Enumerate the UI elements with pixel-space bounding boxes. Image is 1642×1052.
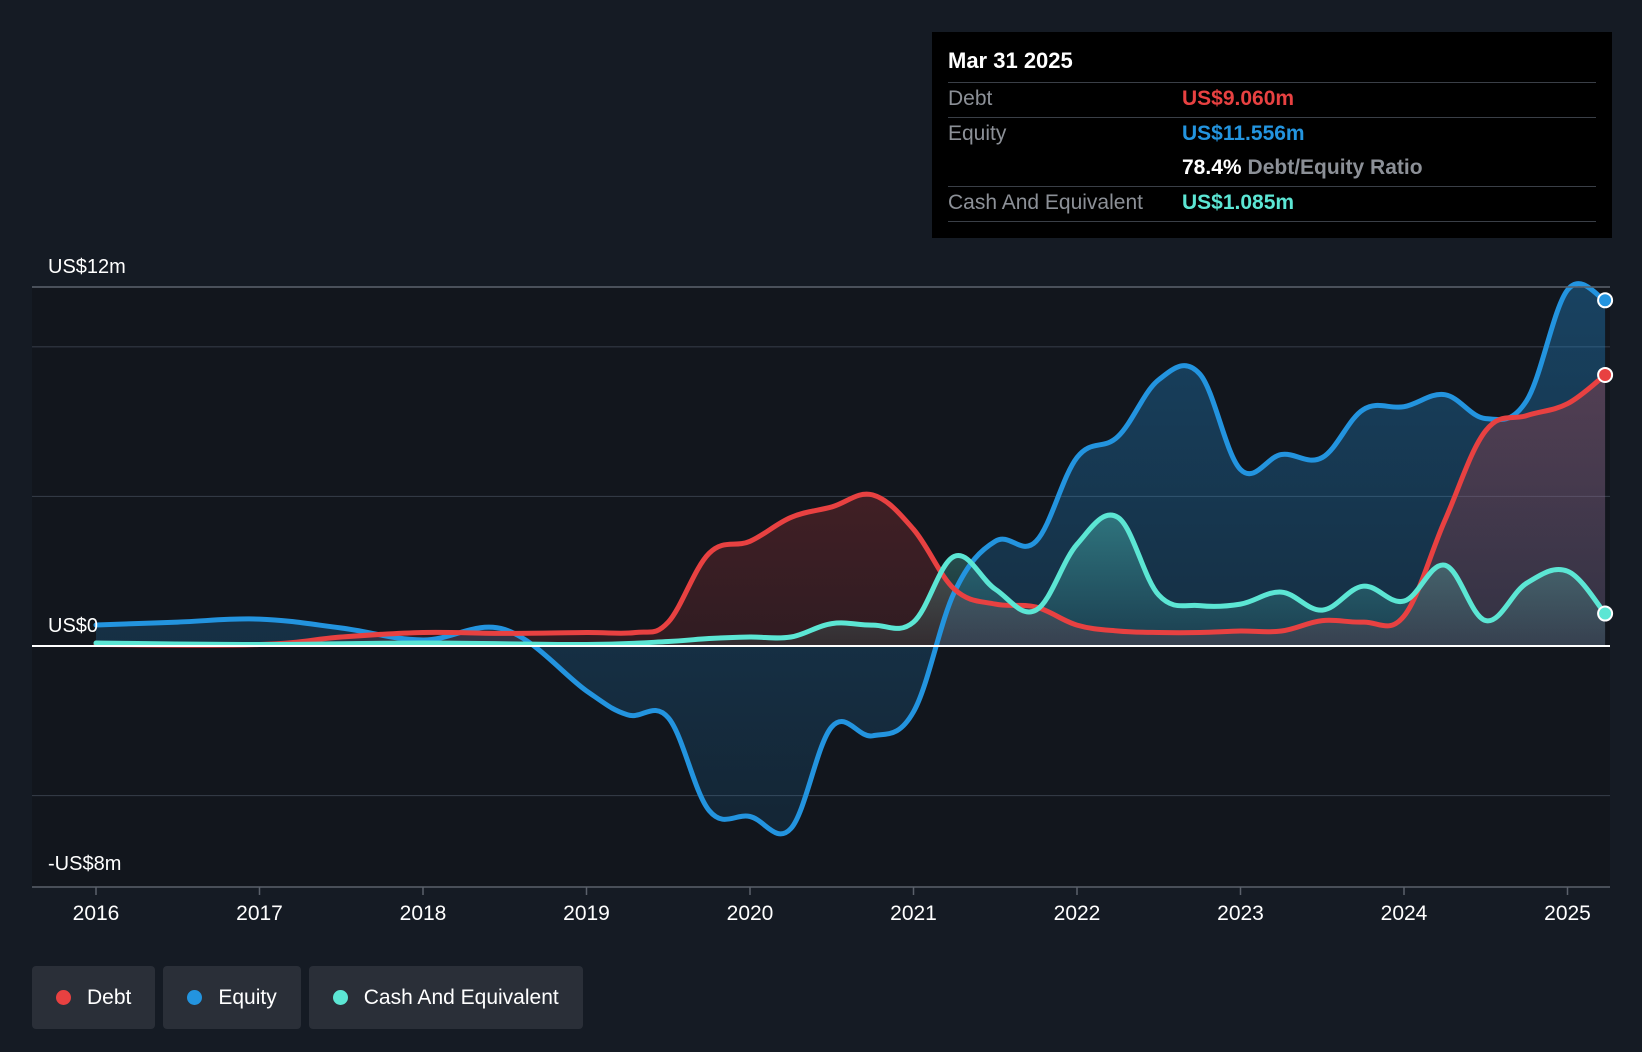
tooltip-ratio-value: 78.4% (1182, 156, 1242, 179)
x-tick-label: 2024 (1381, 902, 1428, 925)
tooltip-debt-row: Debt US$9.060m (948, 82, 1596, 117)
tooltip-cash-row: Cash And Equivalent US$1.085m (948, 186, 1596, 222)
x-tick-label: 2021 (890, 902, 937, 925)
cash-dot-icon (332, 990, 348, 1005)
legend-label-equity: Equity (218, 985, 277, 1009)
x-tick-label: 2016 (73, 902, 120, 925)
tooltip-debt-label: Debt (948, 87, 993, 110)
debt-area (96, 375, 1606, 646)
legend-item-debt[interactable]: Debt (32, 966, 156, 1029)
x-tick-label: 2025 (1544, 902, 1591, 925)
x-tick-label: 2018 (400, 902, 447, 925)
tooltip-cash-value: US$1.085m (1182, 191, 1295, 214)
tooltip-equity-value: US$11.556m (1182, 122, 1305, 145)
equity-end-point[interactable] (1597, 292, 1614, 309)
debt-end-point[interactable] (1597, 366, 1614, 383)
x-tick-label: 2023 (1217, 902, 1264, 925)
x-tick-label: 2020 (727, 902, 774, 925)
tooltip-cash-label: Cash And Equivalent (948, 191, 1143, 214)
tooltip-equity-label: Equity (948, 122, 1007, 145)
debt-line (93, 372, 1608, 648)
x-tick-label: 2017 (236, 902, 283, 925)
tooltip-equity-row: Equity US$11.556m (948, 117, 1596, 152)
legend: Debt Equity Cash And Equivalent (32, 966, 583, 1029)
equity-dot-icon (187, 990, 203, 1005)
legend-label-cash: Cash And Equivalent (363, 985, 559, 1009)
y-tick-label: US$0 (48, 615, 98, 637)
tooltip-debt-value: US$9.060m (1182, 87, 1295, 110)
legend-item-equity[interactable]: Equity (163, 966, 301, 1029)
y-tick-label: -US$8m (48, 853, 121, 875)
tooltip-panel: Mar 31 2025 Debt US$9.060m Equity US$11.… (932, 32, 1612, 238)
y-tick-label: US$12m (48, 256, 126, 278)
cash-area (96, 515, 1606, 646)
x-tick-label: 2022 (1054, 902, 1101, 925)
cash-end-point[interactable] (1597, 605, 1614, 622)
legend-item-cash[interactable]: Cash And Equivalent (308, 966, 583, 1029)
debt-dot-icon (56, 990, 71, 1005)
tooltip-ratio-label: Debt/Equity Ratio (1247, 156, 1423, 179)
legend-label-debt: Debt (87, 985, 132, 1009)
x-tick-label: 2019 (563, 902, 610, 925)
tooltip-ratio-row: 78.4% Debt/Equity Ratio (948, 152, 1596, 186)
tooltip-date: Mar 31 2025 (948, 48, 1073, 73)
cash-line (93, 512, 1608, 648)
